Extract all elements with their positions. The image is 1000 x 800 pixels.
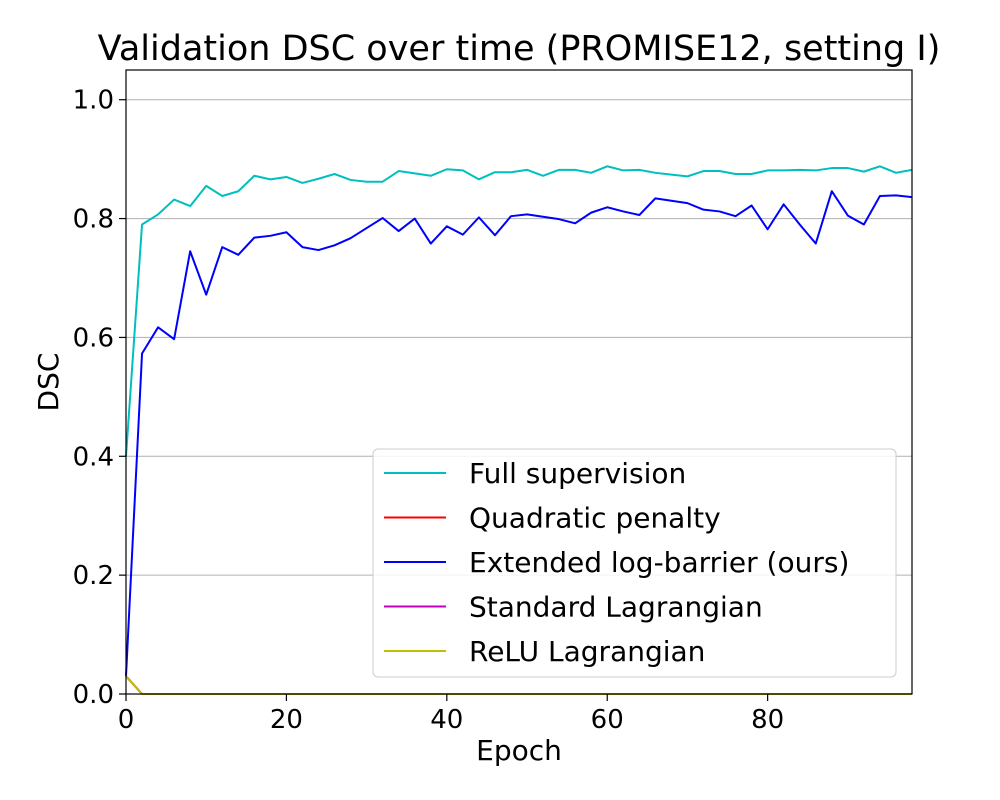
legend: Full supervision Quadratic penalty Extende… bbox=[372, 448, 897, 678]
y-tick-label: 0.4 bbox=[73, 442, 114, 472]
y-tick-label: 0.2 bbox=[73, 561, 114, 591]
y-tick-label: 0.6 bbox=[73, 323, 114, 353]
series-line-extended-log-barrier-ours bbox=[125, 190, 913, 677]
series-line-full-supervision bbox=[125, 165, 913, 457]
x-tick-label: 80 bbox=[751, 705, 784, 735]
x-tick-label: 20 bbox=[270, 705, 303, 735]
chart-title: Validation DSC over time (PROMISE12, set… bbox=[98, 29, 941, 69]
y-axis: 0.0 0.2 0.4 0.6 0.8 1.0 bbox=[73, 86, 126, 710]
series-line-standard-lagrangian bbox=[125, 675, 912, 695]
legend-label-standard-lagrangian: Standard Lagrangian bbox=[469, 591, 763, 624]
series-line-relu-lagrangian bbox=[125, 675, 912, 695]
legend-label-relu-lagrangian: ReLU Lagrangian bbox=[469, 635, 705, 668]
plot-frame bbox=[125, 69, 913, 695]
y-tick-label: 0.8 bbox=[73, 205, 114, 235]
x-tick-label: 60 bbox=[591, 705, 624, 735]
series-line-quadratic-penalty bbox=[125, 675, 912, 695]
y-tick-label: 1.0 bbox=[73, 86, 114, 116]
y-tick-label: 0.0 bbox=[73, 680, 114, 710]
x-tick-label: 0 bbox=[118, 705, 135, 735]
legend-label-extended-log-barrier-ours: Extended log-barrier (ours) bbox=[469, 546, 849, 579]
legend-box bbox=[372, 448, 897, 678]
x-axis-label: Epoch bbox=[476, 734, 562, 767]
x-axis: 0 20 40 60 80 bbox=[118, 694, 784, 735]
legend-label-quadratic-penalty: Quadratic penalty bbox=[469, 502, 721, 535]
x-tick-label: 40 bbox=[430, 705, 463, 735]
legend-label-full-supervision: Full supervision bbox=[469, 457, 686, 490]
y-axis-label: DSC bbox=[32, 353, 65, 412]
